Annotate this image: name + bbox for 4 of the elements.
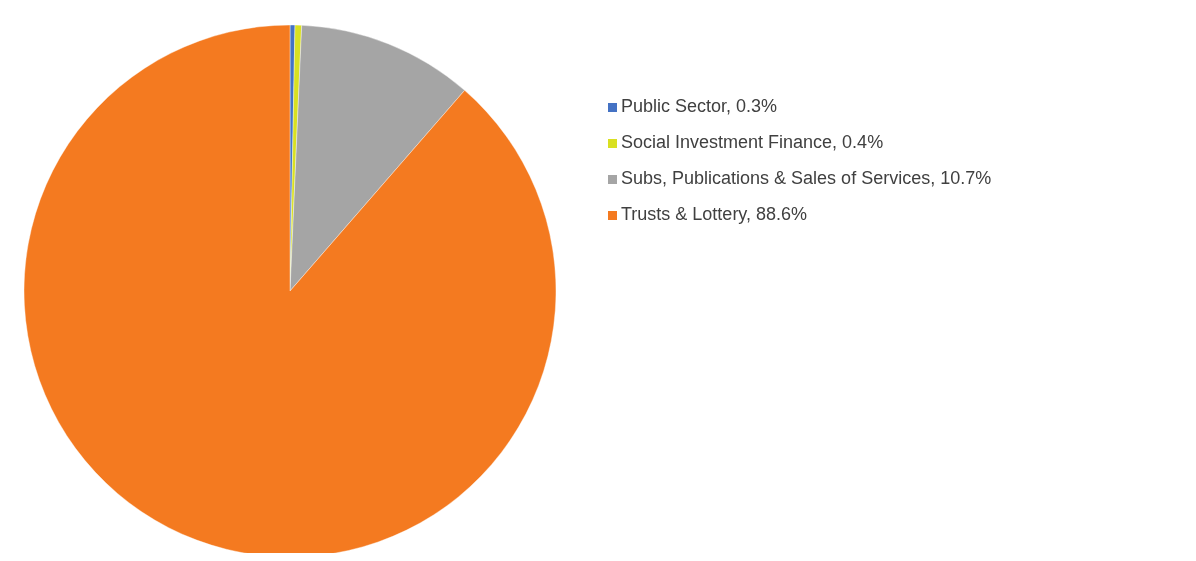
legend-label: Social Investment Finance, 0.4%	[621, 132, 884, 152]
legend-label: Trusts & Lottery, 88.6%	[621, 204, 808, 224]
legend-label: Public Sector, 0.3%	[621, 96, 778, 116]
legend-label: Subs, Publications & Sales of Services, 10.7%	[621, 168, 992, 188]
